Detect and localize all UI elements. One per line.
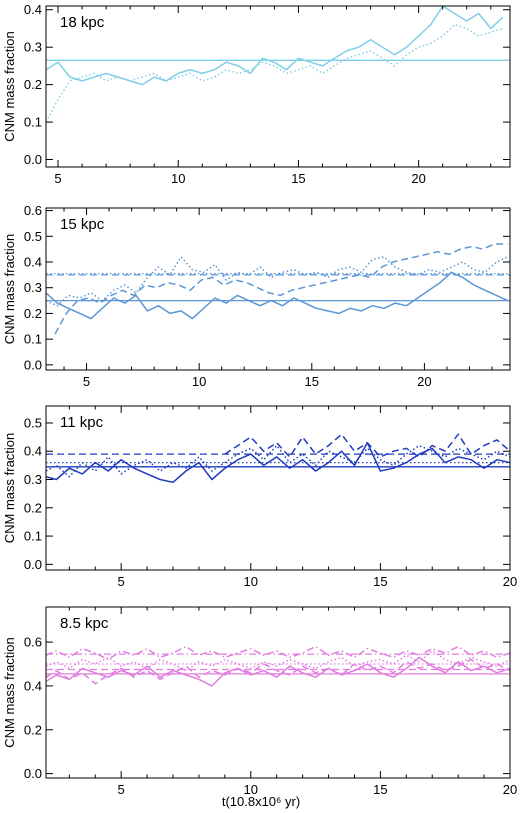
series-line-dotted xyxy=(46,444,510,478)
y-tick-label: 0.3 xyxy=(24,472,42,487)
series-line-solid xyxy=(46,656,510,687)
series-line-dashed xyxy=(224,433,510,458)
y-tick-label: 0.4 xyxy=(24,2,42,17)
y-tick-label: 0.3 xyxy=(24,40,42,55)
y-tick-label: 0.0 xyxy=(24,557,42,572)
y-axis-label: CNM mass fraction xyxy=(2,31,17,142)
x-tick-label: 15 xyxy=(291,171,305,186)
panel-4: 5 10 15 20 0.0 0.2 0.4 0.6 8.5 kpc CNM mass fract… xyxy=(2,606,517,797)
plot-frame xyxy=(45,5,511,168)
y-tick-label: 0.6 xyxy=(24,635,42,650)
x-tick-label: 10 xyxy=(244,574,258,589)
series-group xyxy=(46,243,510,335)
panel-label: 11 kpc xyxy=(60,414,104,431)
y-tick-label: 0.2 xyxy=(24,77,42,92)
panel-label: 8.5 kpc xyxy=(60,615,109,632)
series-group xyxy=(46,433,510,484)
x-tick-label: 10 xyxy=(171,171,185,186)
series-group xyxy=(46,645,510,687)
y-tick-label: 0.2 xyxy=(24,500,42,515)
x-tick-label: 15 xyxy=(373,574,387,589)
y-tick-label: 0.1 xyxy=(24,529,42,544)
panel-1: 5 10 15 20 0.0 0.1 0.2 0.3 0.4 18 kpc CNM mass fra… xyxy=(2,2,511,186)
y-tick-label: 0.1 xyxy=(24,332,42,347)
panel-label: 15 kpc xyxy=(60,216,105,233)
x-tick-label: 20 xyxy=(417,374,431,389)
x-tick-label: 15 xyxy=(305,374,319,389)
x-tick-label: 20 xyxy=(503,574,517,589)
series-line-solid xyxy=(46,271,509,320)
y-axis-label: CNM mass fraction xyxy=(2,433,17,544)
x-tick-label: 15 xyxy=(373,782,387,797)
panel-label: 18 kpc xyxy=(60,14,105,31)
series-line-dashdot xyxy=(46,645,510,661)
y-tick-label: 0.2 xyxy=(24,306,42,321)
series-line-solid xyxy=(46,6,504,86)
y-tick-label: 0.0 xyxy=(24,766,42,781)
series-group xyxy=(46,6,510,123)
y-tick-label: 0.0 xyxy=(24,152,42,167)
plot-frame xyxy=(45,207,511,371)
y-tick-label: 0.4 xyxy=(24,678,42,693)
x-tick-label: 20 xyxy=(411,171,425,186)
y-tick-label: 0.5 xyxy=(24,415,42,430)
series-line-dashed xyxy=(46,658,510,685)
y-tick-label: 0.4 xyxy=(24,255,42,270)
y-tick-label: 0.1 xyxy=(24,115,42,130)
panel-2: 5 10 15 20 0.0 0.1 0.2 0.3 0.4 0.5 0.6 15 kpc CNM ma… xyxy=(2,203,511,389)
y-axis-label: CNM mass fraction xyxy=(2,234,17,345)
series-line-dotted xyxy=(46,650,510,672)
y-tick-label: 0.5 xyxy=(24,229,42,244)
series-line-solid xyxy=(46,442,510,484)
x-tick-label: 20 xyxy=(503,782,517,797)
x-tick-label: 5 xyxy=(118,574,125,589)
plot-frame xyxy=(45,606,511,779)
series-line-dashed xyxy=(54,243,508,335)
plot-frame xyxy=(45,405,511,571)
x-tick-label: 5 xyxy=(54,171,61,186)
y-tick-label: 0.0 xyxy=(24,357,42,372)
y-tick-label: 0.3 xyxy=(24,280,42,295)
y-tick-label: 0.6 xyxy=(24,203,42,218)
y-tick-label: 0.2 xyxy=(24,722,42,737)
y-tick-label: 0.4 xyxy=(24,444,42,459)
panel-3: 5 10 15 20 0.0 0.1 0.2 0.3 0.4 0.5 11 kpc CNM mass … xyxy=(2,405,517,589)
x-axis-label: t(10.8x10⁶ yr) xyxy=(222,794,300,809)
y-axis-label: CNM mass fraction xyxy=(2,637,17,748)
x-tick-label: 5 xyxy=(118,782,125,797)
series-line-dotted xyxy=(46,23,504,123)
x-tick-label: 10 xyxy=(192,374,206,389)
x-tick-label: 10 xyxy=(244,782,258,797)
x-tick-label: 5 xyxy=(83,374,90,389)
